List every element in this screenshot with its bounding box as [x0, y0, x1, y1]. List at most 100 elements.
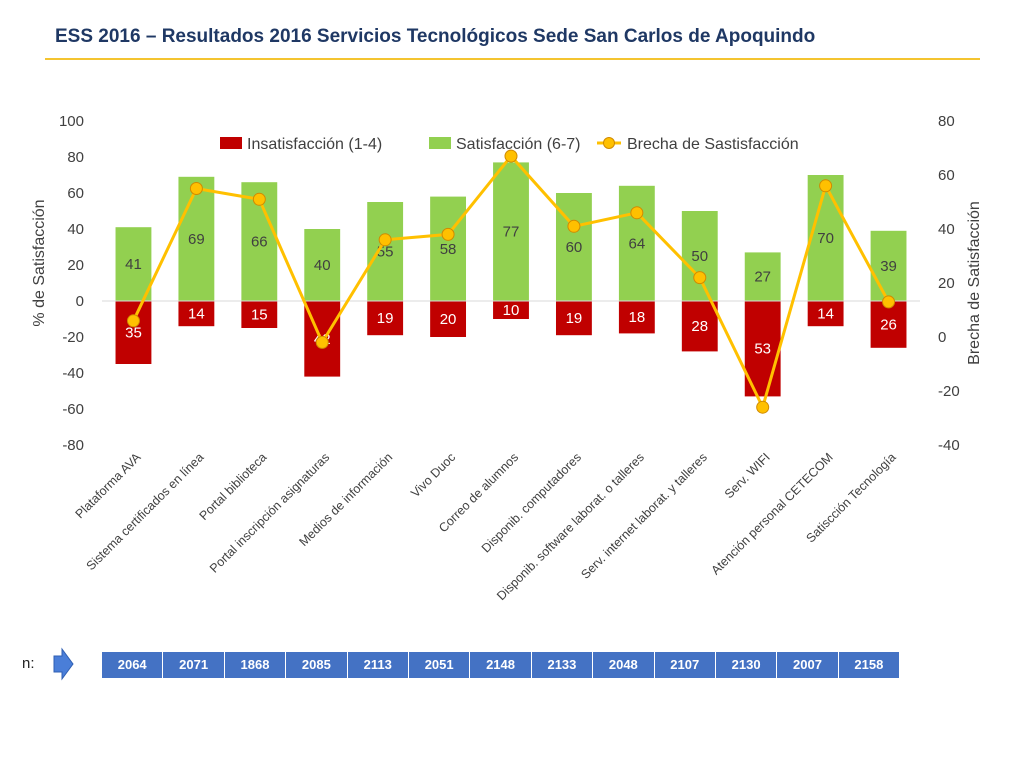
- legend-insatisfaction-swatch: [220, 137, 242, 149]
- n-label: n:: [22, 655, 35, 672]
- x-category-label: Sistema certificados en línea: [84, 450, 207, 573]
- n-cell: 2113: [347, 652, 409, 678]
- satisfaction-data-label: 39: [880, 258, 897, 275]
- gap-point: [630, 206, 644, 220]
- satisfaction-data-label: 50: [691, 248, 708, 265]
- satisfaction-data-label: 77: [503, 224, 520, 241]
- insatisfaction-bar: [618, 301, 655, 334]
- y2-tick-label: 0: [938, 329, 946, 346]
- n-cell: 2048: [593, 652, 655, 678]
- legend-satisfaction-swatch: [429, 137, 451, 149]
- insatisfaction-data-label: 19: [566, 310, 583, 327]
- y-tick-label: -40: [62, 365, 84, 382]
- satisfaction-data-label: 64: [629, 235, 646, 252]
- n-cell: 2107: [654, 652, 716, 678]
- y-tick-label: -20: [62, 329, 84, 346]
- insatisfaction-data-label: 26: [880, 316, 897, 333]
- satisfaction-data-label: 60: [566, 239, 583, 256]
- legend-insatisfaction-label: Insatisfacción (1-4): [247, 136, 382, 153]
- gap-point: [567, 219, 581, 233]
- satisfaction-data-label: 58: [440, 241, 457, 258]
- x-category-label: Serv. internet laborat. y talleres: [578, 450, 710, 582]
- n-cell: 2158: [838, 652, 901, 678]
- insatisfaction-bar: [493, 301, 529, 319]
- insatisfaction-bar: [115, 301, 152, 364]
- y2-tick-label: 20: [938, 275, 955, 292]
- y-tick-label: -80: [62, 437, 84, 454]
- gap-point: [504, 149, 518, 163]
- satisfaction-data-label: 27: [754, 269, 771, 286]
- insatisfaction-data-label: 14: [817, 306, 834, 323]
- satisfaction-bar: [493, 162, 529, 301]
- legend-gap-marker: [603, 137, 615, 149]
- y-tick-label: 80: [67, 149, 84, 166]
- legend-satisfaction-label: Satisfacción (6-7): [456, 136, 581, 153]
- y-tick-label: 40: [67, 221, 84, 238]
- insatisfaction-bar: [807, 301, 844, 327]
- satisfaction-bar: [807, 175, 844, 301]
- x-category-label: Serv. WIFI: [722, 450, 773, 501]
- n-cell: 2007: [777, 652, 839, 678]
- insatisfaction-bar: [367, 301, 404, 336]
- y2-tick-label: 40: [938, 221, 955, 238]
- page-title: ESS 2016 – Resultados 2016 Servicios Tec…: [55, 26, 816, 47]
- satisfaction-bar: [618, 185, 655, 301]
- satisfaction-bar: [681, 211, 718, 301]
- satisfaction-bar: [870, 230, 907, 301]
- insatisfaction-data-label: 20: [440, 311, 457, 328]
- gap-point: [189, 182, 203, 195]
- y-tick-label: 60: [67, 185, 84, 202]
- satisfaction-bar: [367, 202, 404, 301]
- insatisfaction-data-label: 53: [754, 341, 771, 358]
- satisfaction-bar: [115, 227, 152, 301]
- insatisfaction-bar: [178, 301, 215, 327]
- y-tick-label: -60: [62, 401, 84, 418]
- gap-point: [378, 233, 392, 247]
- insatisfaction-data-label: 10: [503, 302, 520, 319]
- y-tick-label: 0: [76, 293, 84, 310]
- y2-tick-label: 60: [938, 167, 955, 184]
- satisfaction-data-label: 41: [125, 256, 142, 273]
- insatisfaction-data-label: 35: [125, 325, 142, 342]
- insatisfaction-bar: [681, 301, 718, 352]
- x-category-label: Atención personal CETECOM: [708, 450, 835, 577]
- n-sample-size-row: 2064 2071 1868 2085 2113 2051 2148 2133 2048 2107…: [102, 652, 901, 678]
- satisfaction-bar: [178, 176, 215, 301]
- gap-point: [756, 400, 770, 414]
- gap-point: [441, 227, 455, 241]
- satisfaction-bar: [430, 196, 467, 301]
- insatisfaction-data-label: 15: [251, 307, 268, 324]
- x-category-label: Vivo Duoc: [408, 450, 458, 500]
- arrow-right-icon: [53, 647, 74, 681]
- gap-point: [819, 179, 833, 193]
- n-cell: 2064: [102, 652, 164, 678]
- satisfaction-data-label: 40: [314, 257, 331, 274]
- gap-point: [126, 314, 140, 328]
- chart: 100 80 60 40 20 0 -20 -40 -60 -80 80 60 40 20 0 -20 -40%…: [31, 113, 983, 603]
- n-cell: 2085: [286, 652, 348, 678]
- insatisfaction-bar: [555, 301, 592, 336]
- insatisfaction-data-label: 14: [188, 306, 205, 323]
- n-cell: 2130: [715, 652, 778, 678]
- insatisfaction-data-label: 28: [691, 318, 708, 335]
- y2-tick-label: -40: [938, 437, 960, 454]
- n-cell: 2071: [163, 652, 225, 678]
- gap-point: [315, 335, 329, 349]
- satisfaction-bar: [744, 252, 781, 301]
- insatisfaction-bar: [241, 301, 278, 328]
- satisfaction-data-label: 66: [251, 234, 268, 251]
- gap-point: [252, 192, 266, 206]
- y2-axis-title: Brecha de Satisfacción: [966, 201, 983, 365]
- x-category-label: Portal biblioteca: [197, 450, 270, 523]
- n-cell: 2148: [470, 652, 532, 678]
- insatisfaction-data-label: 19: [377, 310, 394, 327]
- legend-gap-label: Brecha de Sastisfacción: [627, 136, 799, 153]
- n-cell: 2133: [531, 652, 594, 678]
- insatisfaction-data-label: 18: [629, 309, 646, 326]
- y-axis-title: % de Satisfacción: [31, 199, 48, 326]
- y-tick-label: 20: [67, 257, 84, 274]
- gap-point: [693, 271, 707, 285]
- y2-tick-label: -20: [938, 383, 960, 400]
- gap-point: [882, 295, 896, 309]
- x-category-label: Plataforma AVA: [73, 450, 144, 521]
